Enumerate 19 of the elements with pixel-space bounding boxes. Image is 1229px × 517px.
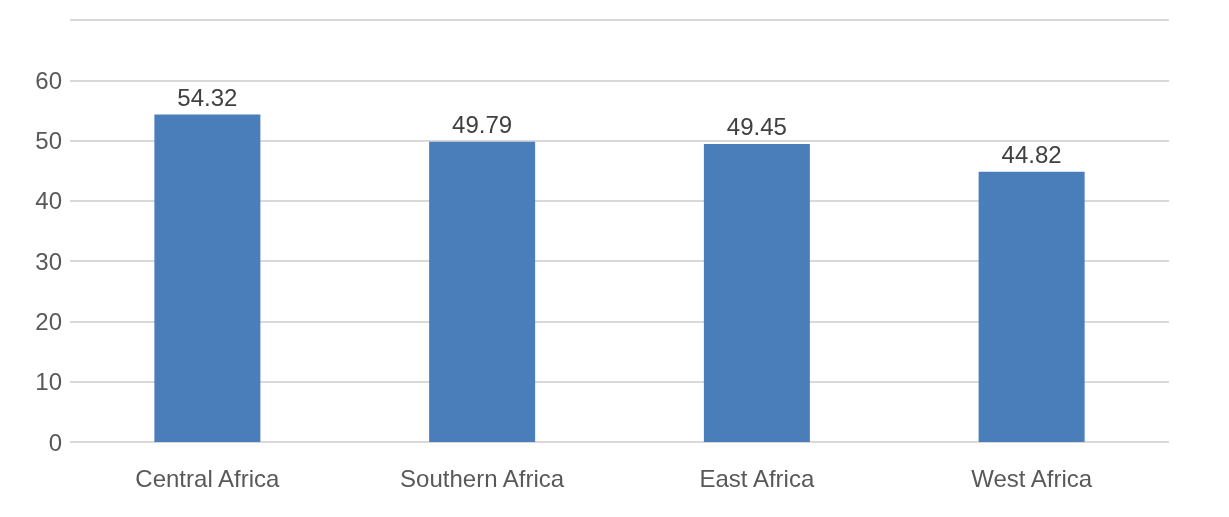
y-tick-label: 10	[35, 368, 62, 396]
y-tick-label: 50	[35, 127, 62, 155]
y-tick-label: 20	[35, 307, 62, 335]
data-label: 49.45	[726, 113, 787, 141]
data-label: 49.79	[452, 111, 513, 139]
bar	[429, 141, 536, 442]
data-label: 54.32	[177, 84, 238, 112]
x-tick-label: Central Africa	[135, 464, 281, 492]
bar	[703, 143, 810, 442]
x-tick-label: West Africa	[971, 464, 1093, 492]
x-tick-label: East Africa	[699, 464, 815, 492]
bar	[154, 114, 261, 442]
y-tick-label: 60	[35, 66, 62, 94]
data-label: 44.82	[1001, 141, 1062, 169]
bar	[978, 171, 1085, 442]
y-tick-label: 30	[35, 247, 62, 275]
y-tick-label: 40	[35, 187, 62, 215]
y-tick-label: 0	[48, 428, 62, 456]
x-tick-label: Southern Africa	[400, 464, 565, 492]
